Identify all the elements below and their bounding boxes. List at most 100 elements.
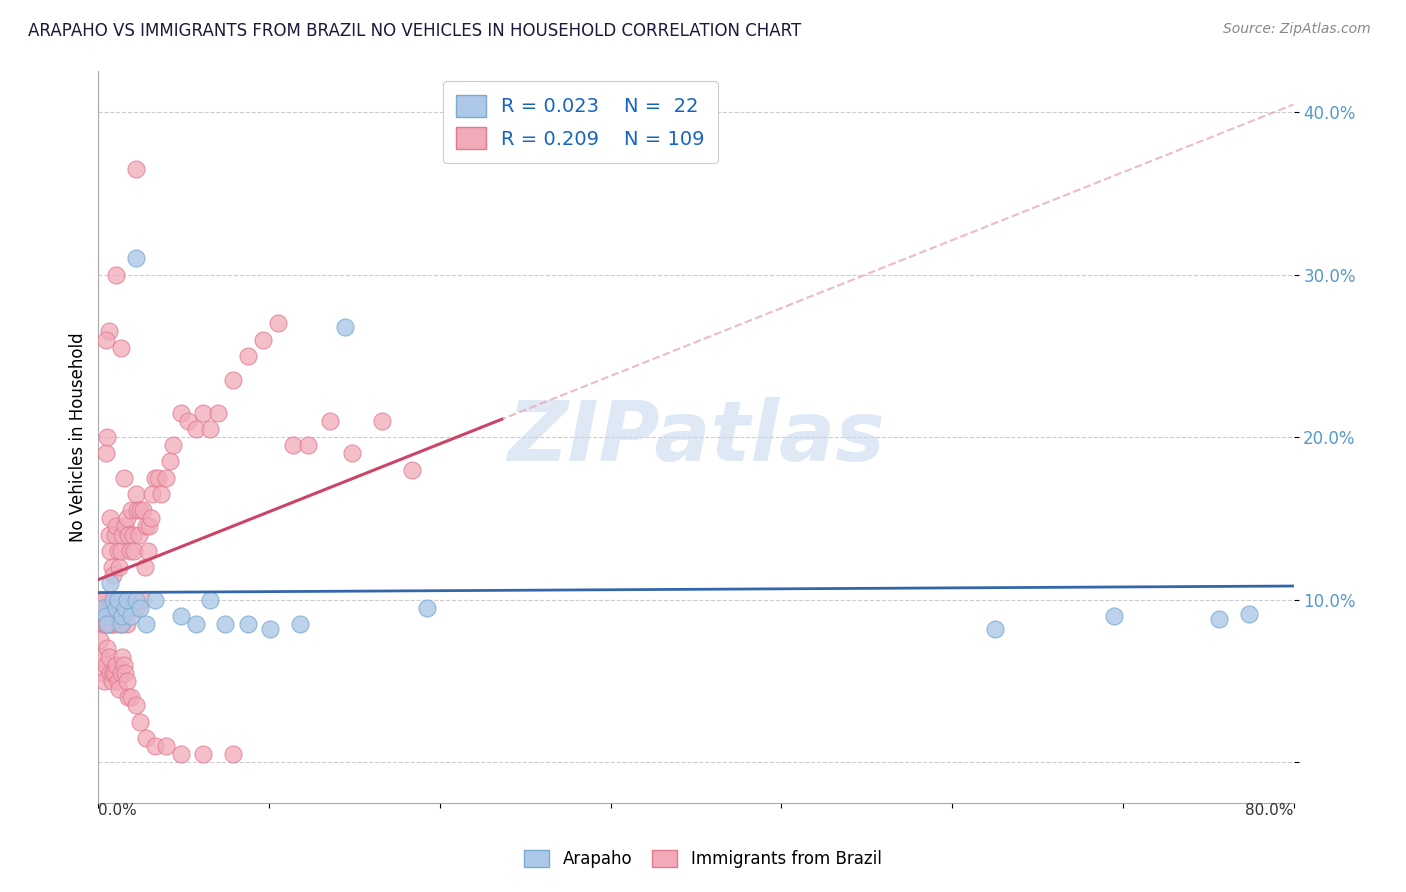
Point: [297, 438, 319, 452]
Point: [91, 600, 114, 615]
Point: [104, 527, 127, 541]
Point: [111, 617, 134, 632]
Point: [108, 681, 131, 696]
Point: [112, 471, 135, 485]
Point: [94, 608, 117, 623]
Point: [371, 414, 394, 428]
Point: [124, 544, 146, 558]
Point: [150, 487, 173, 501]
Point: [105, 519, 128, 533]
Point: [288, 617, 311, 632]
Point: [200, 422, 222, 436]
Point: [155, 471, 177, 485]
Point: [114, 665, 136, 680]
Legend: Arapaho, Immigrants from Brazil: Arapaho, Immigrants from Brazil: [517, 843, 889, 875]
Point: [115, 673, 138, 688]
Point: [191, 747, 214, 761]
Point: [110, 341, 132, 355]
Point: [110, 665, 132, 680]
Point: [94, 617, 117, 632]
Point: [342, 446, 364, 460]
Point: [97, 600, 120, 615]
Point: [96, 617, 118, 632]
Point: [107, 592, 129, 607]
Point: [120, 600, 142, 615]
Point: [94, 657, 117, 672]
Point: [108, 617, 131, 632]
Point: [135, 519, 157, 533]
Point: [101, 617, 124, 632]
Point: [135, 731, 157, 745]
Point: [155, 739, 177, 753]
Point: [333, 319, 356, 334]
Point: [115, 617, 138, 632]
Point: [207, 406, 229, 420]
Point: [115, 592, 138, 607]
Legend: R = 0.023    N =  22, R = 0.209    N = 109: R = 0.023 N = 22, R = 0.209 N = 109: [443, 81, 718, 163]
Point: [138, 519, 160, 533]
Point: [131, 592, 153, 607]
Point: [281, 438, 304, 452]
Point: [141, 487, 163, 501]
Point: [93, 592, 115, 607]
Point: [103, 600, 125, 615]
Point: [162, 438, 184, 452]
Point: [134, 560, 156, 574]
Point: [143, 592, 166, 607]
Point: [103, 592, 125, 607]
Point: [111, 527, 134, 541]
Point: [139, 511, 162, 525]
Point: [143, 739, 166, 753]
Point: [191, 406, 214, 420]
Point: [89, 592, 111, 607]
Point: [96, 430, 118, 444]
Point: [93, 617, 115, 632]
Point: [91, 617, 114, 632]
Point: [107, 600, 129, 615]
Point: [184, 617, 207, 632]
Point: [97, 649, 120, 664]
Y-axis label: No Vehicles in Household: No Vehicles in Household: [69, 332, 87, 542]
Point: [129, 503, 152, 517]
Point: [143, 471, 166, 485]
Point: [112, 657, 135, 672]
Point: [89, 633, 111, 648]
Point: [117, 600, 139, 615]
Point: [105, 600, 128, 615]
Point: [90, 649, 112, 664]
Point: [401, 462, 423, 476]
Point: [98, 511, 122, 525]
Point: [120, 608, 142, 623]
Point: [97, 527, 120, 541]
Point: [416, 600, 439, 615]
Point: [111, 649, 134, 664]
Point: [148, 471, 170, 485]
Point: [169, 747, 191, 761]
Point: [94, 446, 117, 460]
Point: [98, 600, 122, 615]
Point: [1104, 608, 1126, 623]
Point: [114, 600, 136, 615]
Point: [125, 592, 148, 607]
Point: [214, 617, 236, 632]
Point: [94, 608, 117, 623]
Point: [105, 600, 128, 615]
Point: [129, 714, 152, 729]
Point: [93, 673, 115, 688]
Point: [91, 600, 114, 615]
Point: [108, 560, 131, 574]
Point: [111, 608, 134, 623]
Point: [120, 690, 142, 705]
Point: [252, 333, 274, 347]
Point: [105, 657, 128, 672]
Point: [222, 373, 245, 387]
Point: [103, 665, 125, 680]
Point: [129, 600, 152, 615]
Point: [125, 487, 148, 501]
Point: [984, 622, 1007, 636]
Point: [110, 617, 132, 632]
Point: [135, 617, 157, 632]
Point: [115, 511, 138, 525]
Point: [125, 252, 148, 266]
Point: [1208, 612, 1230, 626]
